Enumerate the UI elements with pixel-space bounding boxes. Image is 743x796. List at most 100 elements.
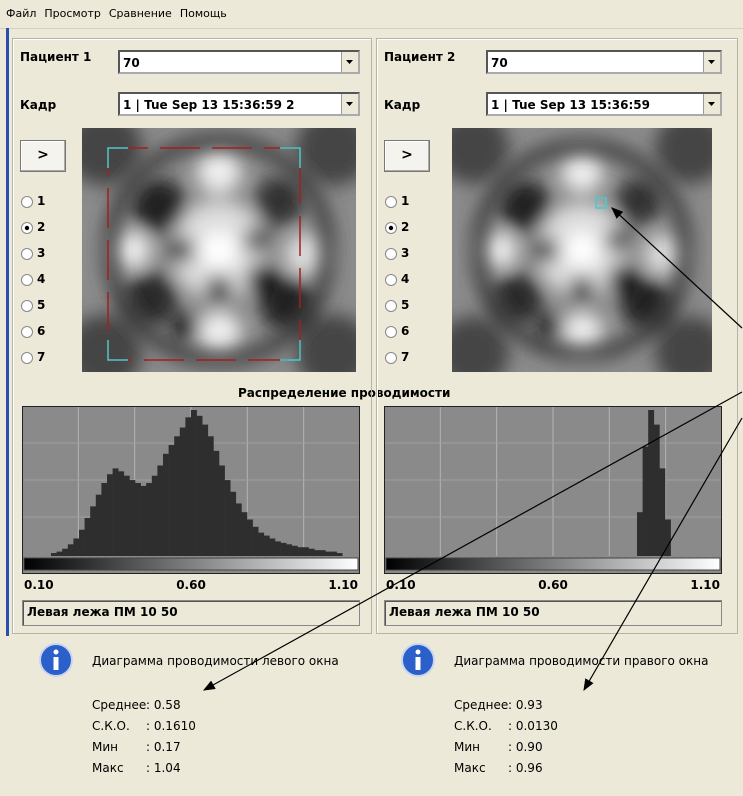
blob xyxy=(561,151,603,193)
combo-text: 1 | Tue Sep 13 15:36:59 xyxy=(491,98,650,112)
histogram-bar xyxy=(62,549,68,556)
histogram-bar xyxy=(247,520,253,557)
menu-item[interactable]: Файл xyxy=(6,7,36,20)
radio-label: 6 xyxy=(37,324,45,338)
histogram-bar xyxy=(286,544,292,556)
histogram-bar xyxy=(129,480,135,556)
histogram-bar xyxy=(659,468,665,556)
blob xyxy=(205,275,232,302)
frame-combo[interactable]: 1 | Tue Sep 13 15:36:59 xyxy=(486,92,722,116)
radio-button[interactable]: 7 xyxy=(384,350,444,366)
image-blobs xyxy=(452,128,712,372)
blob xyxy=(608,264,639,295)
radio-label: 3 xyxy=(37,246,45,260)
radio-button[interactable]: 2 xyxy=(384,220,444,236)
radio-button[interactable]: 2 xyxy=(20,220,80,236)
info-label: Среднее xyxy=(454,698,508,712)
menu-item[interactable]: Помощь xyxy=(180,7,227,20)
radio-button[interactable]: 1 xyxy=(20,194,80,210)
next-button[interactable]: > xyxy=(384,140,430,172)
dropdown-button[interactable] xyxy=(341,94,358,114)
histogram-bar xyxy=(197,416,203,556)
radio-label: 2 xyxy=(401,220,409,234)
blob xyxy=(167,236,194,263)
radio-label: 5 xyxy=(401,298,409,312)
radio-button[interactable]: 1 xyxy=(384,194,444,210)
histogram-bar xyxy=(174,436,180,556)
info-value: : 0.58 xyxy=(146,698,181,712)
info-icon xyxy=(400,642,436,678)
dropdown-button[interactable] xyxy=(341,52,358,72)
status-field: Левая лежа ПМ 10 50 xyxy=(384,600,722,626)
histogram-bar xyxy=(309,549,315,556)
radio-button[interactable]: 5 xyxy=(384,298,444,314)
blob xyxy=(481,232,517,268)
patient-combo[interactable]: 70 xyxy=(118,50,360,74)
histogram xyxy=(22,406,360,574)
radio-label: 6 xyxy=(401,324,409,338)
histogram-bar xyxy=(185,417,191,556)
info-value: : 0.90 xyxy=(508,740,543,754)
radio-label: 3 xyxy=(401,246,409,260)
histogram-bar xyxy=(337,553,343,556)
radio-button[interactable]: 3 xyxy=(20,246,80,262)
radio-button[interactable]: 6 xyxy=(384,324,444,340)
histogram-bar xyxy=(73,538,79,556)
radio-button[interactable]: 4 xyxy=(384,272,444,288)
histogram-bar xyxy=(292,546,298,556)
radio-button[interactable]: 7 xyxy=(20,350,80,366)
dropdown-button[interactable] xyxy=(703,52,720,72)
radio-label: 4 xyxy=(401,272,409,286)
histogram-bar xyxy=(654,425,660,556)
histogram-bar xyxy=(275,541,281,556)
blob xyxy=(112,231,150,269)
histogram-bar xyxy=(107,474,113,556)
info-value: : 0.0130 xyxy=(508,719,558,733)
histogram-bar xyxy=(79,530,85,556)
patient-label: Пациент 1 xyxy=(20,50,91,64)
radio-button[interactable]: 6 xyxy=(20,324,80,340)
histogram-bar xyxy=(208,436,214,556)
radio-button[interactable]: 5 xyxy=(20,298,80,314)
frame-combo[interactable]: 1 | Tue Sep 13 15:36:59 2 xyxy=(118,92,360,116)
axis-label: 0.10 xyxy=(24,578,54,592)
histogram-bar xyxy=(225,480,231,556)
info-label: Мин xyxy=(454,740,480,754)
histogram-bar xyxy=(320,550,326,556)
info-value: : 0.93 xyxy=(508,698,543,712)
conductivity-image xyxy=(82,128,356,372)
histogram-bar xyxy=(325,552,331,556)
histogram xyxy=(384,406,722,574)
histogram-bar xyxy=(57,552,63,556)
histogram-bar xyxy=(637,512,643,556)
histogram-bar xyxy=(68,544,74,556)
radio-label: 1 xyxy=(401,194,409,208)
histogram-bar xyxy=(163,454,169,556)
radio-label: 4 xyxy=(37,272,45,286)
image-blobs xyxy=(82,128,356,372)
blob xyxy=(255,177,304,226)
next-button[interactable]: > xyxy=(20,140,66,172)
menu-item[interactable]: Сравнение xyxy=(109,7,172,20)
histogram-bar xyxy=(253,527,259,556)
info-icon xyxy=(38,642,74,678)
menu-item[interactable]: Просмотр xyxy=(44,7,100,20)
blob xyxy=(131,179,186,234)
info-label: С.К.О. xyxy=(454,719,492,733)
radio-button[interactable]: 3 xyxy=(384,246,444,262)
histogram-bar xyxy=(236,503,242,556)
radio-button[interactable]: 4 xyxy=(20,272,80,288)
histogram-bar xyxy=(314,550,320,556)
radio-label: 2 xyxy=(37,220,45,234)
histogram-bar xyxy=(297,547,303,556)
histogram-bar xyxy=(331,552,337,556)
patient-combo[interactable]: 70 xyxy=(486,50,722,74)
blob xyxy=(200,231,238,269)
blob xyxy=(538,315,564,341)
dropdown-button[interactable] xyxy=(703,94,720,114)
histogram-bar xyxy=(202,425,208,556)
status-field: Левая лежа ПМ 10 50 xyxy=(22,600,360,626)
histogram-bar xyxy=(146,483,152,556)
histogram-bar xyxy=(169,445,175,556)
histogram-bar xyxy=(85,518,91,556)
